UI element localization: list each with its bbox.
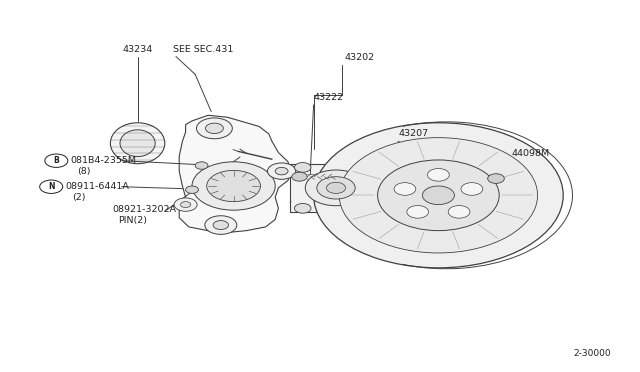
Text: 43207: 43207 [398, 129, 428, 138]
Circle shape [192, 162, 275, 210]
Circle shape [488, 174, 504, 183]
Circle shape [378, 160, 499, 231]
Circle shape [294, 203, 311, 213]
Circle shape [422, 186, 454, 205]
Circle shape [361, 163, 378, 172]
Circle shape [186, 186, 198, 193]
Circle shape [275, 167, 288, 175]
Text: 08911-6441A: 08911-6441A [65, 182, 129, 191]
Text: 44098M: 44098M [512, 149, 550, 158]
Circle shape [326, 182, 346, 193]
Circle shape [305, 170, 367, 206]
Circle shape [294, 163, 311, 172]
Text: 43234: 43234 [122, 45, 153, 54]
Circle shape [428, 169, 449, 181]
Circle shape [461, 183, 483, 195]
Circle shape [174, 198, 197, 211]
Ellipse shape [120, 130, 155, 157]
Text: 43222: 43222 [314, 93, 344, 102]
Text: (8): (8) [77, 167, 90, 176]
Circle shape [448, 205, 470, 218]
Text: (2): (2) [72, 193, 85, 202]
Text: SEE SEC.431: SEE SEC.431 [173, 45, 233, 54]
Text: N: N [48, 182, 54, 191]
Circle shape [407, 205, 429, 218]
Circle shape [268, 163, 296, 179]
Text: 2-30000: 2-30000 [573, 349, 611, 358]
Circle shape [195, 162, 208, 169]
Circle shape [292, 172, 307, 181]
Polygon shape [179, 115, 291, 232]
Polygon shape [290, 164, 382, 212]
Circle shape [180, 202, 191, 208]
Ellipse shape [110, 123, 165, 164]
Text: 08921-3202A: 08921-3202A [112, 205, 176, 214]
Circle shape [361, 203, 378, 213]
Text: 43202: 43202 [344, 54, 374, 62]
Circle shape [196, 118, 232, 139]
Circle shape [207, 170, 260, 202]
Circle shape [213, 221, 228, 230]
Circle shape [394, 183, 416, 195]
Text: 081B4-2355M: 081B4-2355M [70, 156, 136, 165]
Text: PIN(2): PIN(2) [118, 216, 147, 225]
Circle shape [339, 138, 538, 253]
Text: B: B [54, 156, 59, 165]
Circle shape [205, 123, 223, 134]
Circle shape [317, 177, 355, 199]
Circle shape [205, 216, 237, 234]
Circle shape [314, 123, 563, 268]
